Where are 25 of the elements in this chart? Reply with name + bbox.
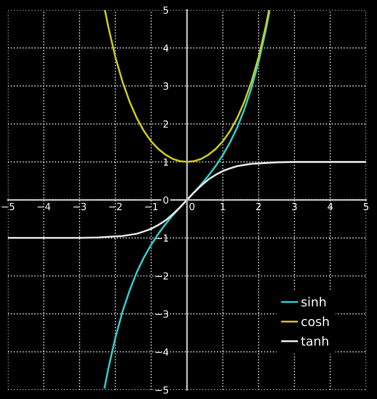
- x-tick-label: 0: [190, 202, 194, 210]
- legend-label: sinh: [301, 296, 326, 307]
- legend-label: tanh: [301, 336, 328, 346]
- x-tick-label: −4: [38, 202, 50, 210]
- y-tick-label: −4: [156, 348, 168, 356]
- y-tick-label: 5: [164, 6, 168, 14]
- y-tick-label: −1: [156, 234, 168, 242]
- y-tick-label: −5: [156, 386, 168, 394]
- x-tick-label: −2: [109, 202, 122, 210]
- legend-label: cosh: [301, 316, 329, 326]
- y-tick-label: 1: [164, 158, 168, 166]
- y-tick-label: 4: [163, 44, 168, 52]
- y-tick-label: 2: [163, 120, 168, 128]
- x-tick-label: 2: [256, 202, 261, 210]
- y-tick-label: −2: [156, 272, 168, 280]
- x-tick-label: −5: [2, 202, 14, 210]
- x-tick-label: −1: [145, 202, 158, 210]
- x-tick-label: 3: [292, 202, 297, 210]
- x-tick-label: 1: [220, 202, 225, 210]
- x-tick-label: −3: [73, 202, 86, 210]
- x-tick-label: 4: [328, 202, 333, 210]
- y-tick-label: 3: [163, 82, 168, 90]
- y-tick-label: 0: [163, 196, 168, 204]
- y-tick-label: −3: [156, 310, 168, 318]
- x-tick-label: 5: [364, 202, 368, 210]
